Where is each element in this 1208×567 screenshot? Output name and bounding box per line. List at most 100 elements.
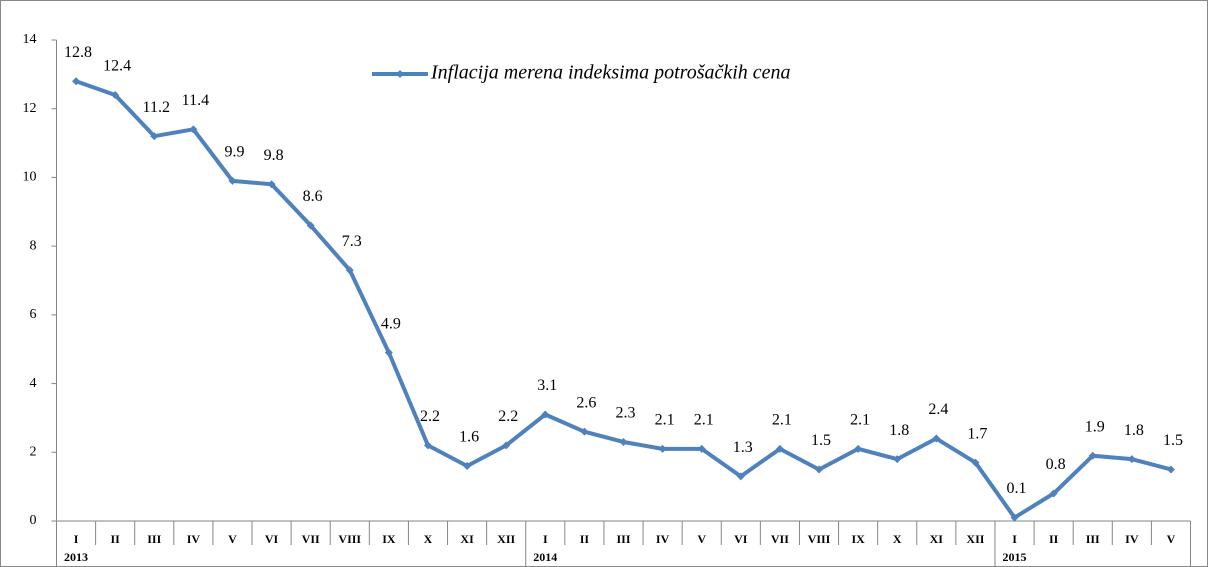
x-tick-label: III (147, 532, 161, 546)
point-marker (72, 77, 81, 86)
year-label: 2015 (1003, 550, 1027, 564)
point-marker (228, 176, 237, 185)
data-label: 12.8 (64, 44, 92, 61)
x-tick-label: II (1049, 532, 1059, 546)
data-label: 2.1 (850, 412, 870, 429)
x-tick-label: I (1012, 532, 1017, 546)
x-tick-label: V (1167, 532, 1176, 546)
point-marker (306, 221, 315, 230)
x-tick-label: XII (497, 532, 515, 546)
data-label: 1.8 (889, 422, 909, 439)
y-tick-label: 12 (23, 101, 37, 116)
data-label: 1.3 (733, 439, 753, 456)
point-marker (775, 444, 784, 453)
point-marker (658, 444, 667, 453)
point-marker (1127, 455, 1136, 464)
x-tick-label: IV (656, 532, 670, 546)
x-tick-label: IV (1125, 532, 1139, 546)
data-label: 2.2 (420, 408, 440, 425)
point-marker (1049, 489, 1058, 498)
data-label: 7.3 (342, 233, 362, 250)
y-tick-label: 2 (30, 445, 37, 460)
y-tick-label: 8 (30, 238, 37, 253)
data-label: 1.5 (1163, 432, 1183, 449)
x-tick-label: XII (966, 532, 984, 546)
data-label: 12.4 (103, 58, 131, 75)
point-marker (736, 472, 745, 481)
data-label: 1.5 (811, 432, 831, 449)
point-marker (971, 458, 980, 467)
x-tick-label: III (616, 532, 630, 546)
point-marker (345, 266, 354, 275)
data-label: 2.1 (772, 412, 792, 429)
point-marker (189, 125, 198, 134)
data-label: 8.6 (303, 188, 323, 205)
x-tick-label: I (543, 532, 548, 546)
x-tick-label: VI (734, 532, 748, 546)
x-tick-label: VII (771, 532, 789, 546)
point-marker (150, 132, 159, 141)
data-label: 11.4 (182, 92, 209, 109)
x-tick-label: X (893, 532, 902, 546)
x-tick-label: I (74, 532, 79, 546)
legend-marker (396, 70, 404, 78)
x-tick-label: VIII (338, 532, 361, 546)
data-label: 0.1 (1007, 480, 1027, 497)
x-tick-label: II (110, 532, 120, 546)
legend-label: Inflacija merena indeksima potrošačkih c… (430, 62, 791, 84)
data-label: 4.9 (381, 315, 401, 332)
x-tick-label: II (580, 532, 590, 546)
data-label: 1.7 (967, 425, 987, 442)
data-label: 9.9 (224, 144, 244, 161)
x-tick-label: VII (302, 532, 320, 546)
x-tick-label: VIII (808, 532, 831, 546)
x-tick-label: XI (930, 532, 944, 546)
data-label: 1.8 (1124, 422, 1144, 439)
x-tick-label: X (424, 532, 433, 546)
data-label: 2.1 (655, 412, 675, 429)
data-label: 2.6 (576, 394, 596, 411)
point-marker (1010, 513, 1019, 522)
data-label: 2.4 (928, 401, 948, 418)
y-tick-label: 4 (30, 376, 37, 391)
point-marker (502, 441, 511, 450)
point-marker (854, 444, 863, 453)
point-marker (541, 410, 550, 419)
point-marker (463, 462, 472, 471)
x-tick-label: III (1086, 532, 1100, 546)
data-label: 9.8 (264, 147, 284, 164)
x-tick-label: IV (187, 532, 201, 546)
x-tick-label: V (697, 532, 706, 546)
point-marker (267, 180, 276, 189)
point-marker (932, 434, 941, 443)
data-label: 0.8 (1046, 456, 1066, 473)
year-label: 2014 (533, 550, 557, 564)
y-tick-label: 10 (23, 170, 37, 185)
point-marker (815, 465, 824, 474)
point-marker (697, 444, 706, 453)
data-label: 11.2 (143, 99, 170, 116)
data-label: 3.1 (537, 377, 557, 394)
point-marker (619, 437, 628, 446)
x-tick-label: XI (460, 532, 474, 546)
data-label: 1.9 (1085, 418, 1105, 435)
point-marker (384, 348, 393, 357)
data-label: 2.3 (616, 405, 636, 422)
y-tick-label: 14 (23, 32, 37, 47)
y-tick-label: 6 (30, 307, 37, 322)
point-marker (111, 90, 120, 99)
point-marker (1166, 465, 1175, 474)
y-tick-label: 0 (30, 513, 37, 528)
x-tick-label: V (228, 532, 237, 546)
data-label: 2.1 (694, 412, 714, 429)
point-marker (1088, 451, 1097, 460)
x-tick-label: VI (265, 532, 279, 546)
point-marker (580, 427, 589, 436)
x-tick-label: IX (851, 532, 865, 546)
point-marker (423, 441, 432, 450)
x-tick-label: IX (382, 532, 396, 546)
year-label: 2013 (64, 550, 88, 564)
point-marker (893, 455, 902, 464)
data-label: 1.6 (459, 429, 479, 446)
